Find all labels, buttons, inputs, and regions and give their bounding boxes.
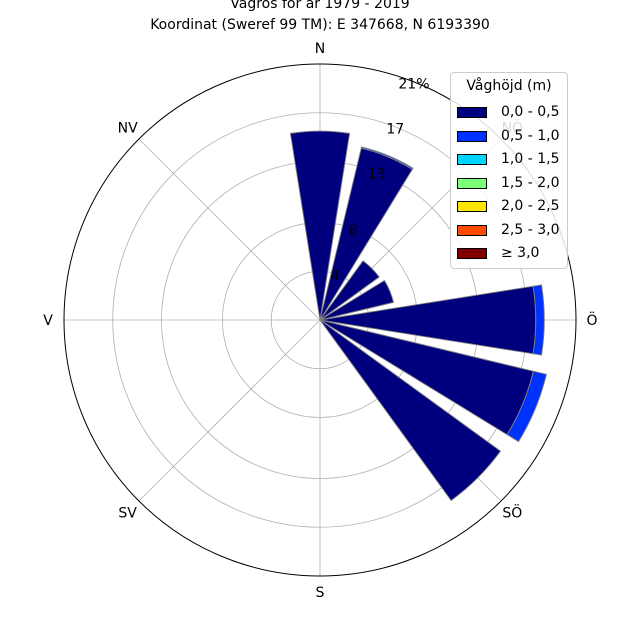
chart-subtitle: Koordinat (Sweref 99 TM): E 347668, N 61… <box>150 17 490 33</box>
bar-NNÖ-2 <box>360 146 414 170</box>
bar-Ö-2 <box>532 284 545 356</box>
compass-label-V: V <box>43 313 53 329</box>
grid-spoke <box>138 319 321 502</box>
compass-label-Ö: Ö <box>586 311 597 329</box>
bar-ÖNÖ-1 <box>319 279 395 321</box>
legend-label: 2,0 - 2,5 <box>501 198 560 214</box>
legend-swatch <box>457 107 487 118</box>
legend-label: 1,0 - 1,5 <box>501 151 560 167</box>
compass-label-SÖ: SÖ <box>502 503 522 521</box>
legend-label: 1,5 - 2,0 <box>501 174 560 191</box>
legend-item: 2,5 - 3,0 <box>457 221 567 241</box>
legend-swatch <box>457 224 487 236</box>
legend-swatch <box>457 201 487 212</box>
legend-item: 2,0 - 2,5 <box>457 197 567 217</box>
compass-label-SV: SV <box>118 505 137 521</box>
legend-swatch <box>457 130 487 142</box>
bar-SÖ-1 <box>319 319 502 502</box>
polar-frame <box>63 63 577 577</box>
legend: Våghöjd (m) 0,0 - 0,5 0,5 - 1,0 1,0 - 1,5 1… <box>450 72 568 269</box>
legend-item: 0,0 - 0,5 <box>457 103 567 123</box>
legend-label: 0,0 - 0,5 <box>501 104 560 120</box>
compass-label-N: N <box>315 41 325 57</box>
radial-tick-label: 4 <box>330 268 339 284</box>
legend-label: 2,5 - 3,0 <box>501 221 560 238</box>
legend-item: ≥ 3,0 <box>457 244 567 264</box>
compass-label-NV: NV <box>118 121 138 137</box>
radial-tick-label: 17 <box>386 122 404 138</box>
legend-swatch <box>457 248 487 259</box>
legend-label: 0,5 - 1,0 <box>501 127 560 144</box>
legend-swatch <box>457 154 487 165</box>
compass-label-S: S <box>316 585 325 601</box>
legend-item: 1,5 - 2,0 <box>457 174 567 194</box>
legend-label: ≥ 3,0 <box>501 245 540 261</box>
radial-tick-label: 8 <box>349 223 358 239</box>
radial-tick-label: 21% <box>398 76 429 92</box>
bar-ÖSÖ-2 <box>506 370 547 443</box>
bar-NÖ-1 <box>319 260 380 321</box>
legend-swatch <box>457 177 487 189</box>
chart-title: Vågros för år 1979 - 2019 <box>230 0 410 12</box>
bar-N-1 <box>289 130 351 321</box>
legend-item: 0,5 - 1,0 <box>457 127 567 147</box>
legend-title: Våghöjd (m) <box>466 78 552 94</box>
legend-item: 1,0 - 1,5 <box>457 150 567 170</box>
grid-spoke <box>138 138 321 321</box>
radial-tick-label: 13 <box>368 167 386 183</box>
